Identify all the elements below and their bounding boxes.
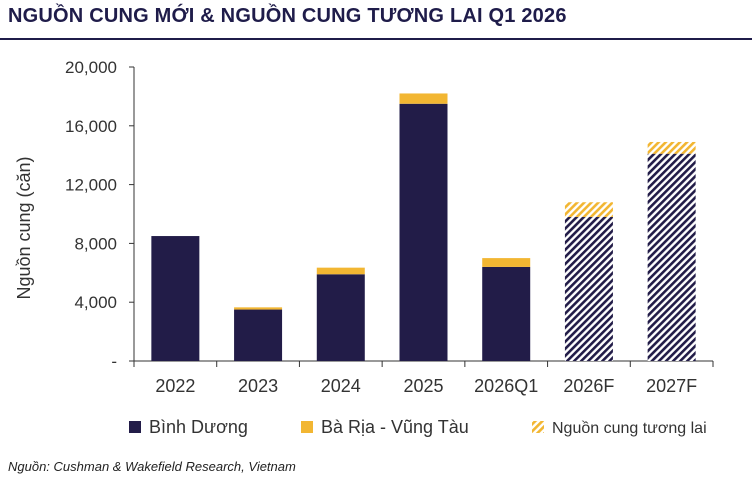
bar-ba-ria-vung-tau-2023 [234, 307, 283, 310]
y-tick-label: 20,000 [65, 58, 117, 77]
page-title: NGUỒN CUNG MỚI & NGUỒN CUNG TƯƠNG LAI Q1… [8, 5, 567, 27]
bar-ba-ria-vung-tau-2027f [647, 141, 696, 154]
bar-ba-ria-vung-tau-2026f [564, 202, 613, 217]
x-tick-label: 2024 [321, 376, 361, 396]
legend-ba-ria-vung-tau-swatch [301, 421, 313, 433]
legend-binh-duong-swatch [129, 421, 141, 433]
y-tick-label: 8,000 [74, 234, 117, 253]
legend-forecast-label: Nguồn cung tương lai [552, 420, 707, 437]
source-note: Nguồn: Cushman & Wakefield Research, Vie… [8, 459, 296, 474]
y-axis-title: Nguồn cung (căn) [14, 156, 34, 299]
bar-binh-duong-2026f [564, 216, 613, 361]
x-tick-label: 2027F [646, 376, 697, 396]
legend-binh-duong-label: Bình Dương [149, 417, 248, 437]
x-tick-label: 2026F [563, 376, 614, 396]
bar-binh-duong-2027f [647, 153, 696, 361]
bar-ba-ria-vung-tau-2025 [399, 93, 448, 104]
bar-ba-ria-vung-tau-2024 [316, 267, 365, 275]
legend-forecast-swatch [532, 421, 544, 433]
y-tick-label: - [111, 352, 117, 371]
x-tick-label: 2023 [238, 376, 278, 396]
bar-binh-duong-2025 [399, 103, 448, 361]
legend-ba-ria-vung-tau-label: Bà Rịa - Vũng Tàu [321, 417, 469, 437]
y-tick-label: 12,000 [65, 176, 117, 195]
x-tick-label: 2025 [403, 376, 443, 396]
bar-binh-duong-2024 [316, 274, 365, 361]
y-tick-label: 4,000 [74, 293, 117, 312]
title-divider [0, 38, 752, 40]
x-tick-label: 2022 [155, 376, 195, 396]
bar-binh-duong-2023 [234, 309, 283, 361]
bar-binh-duong-2022 [151, 236, 200, 361]
y-tick-label: 16,000 [65, 117, 117, 136]
bar-binh-duong-2026q1 [482, 266, 531, 361]
x-tick-label: 2026Q1 [474, 376, 538, 396]
bar-ba-ria-vung-tau-2026q1 [482, 258, 531, 267]
